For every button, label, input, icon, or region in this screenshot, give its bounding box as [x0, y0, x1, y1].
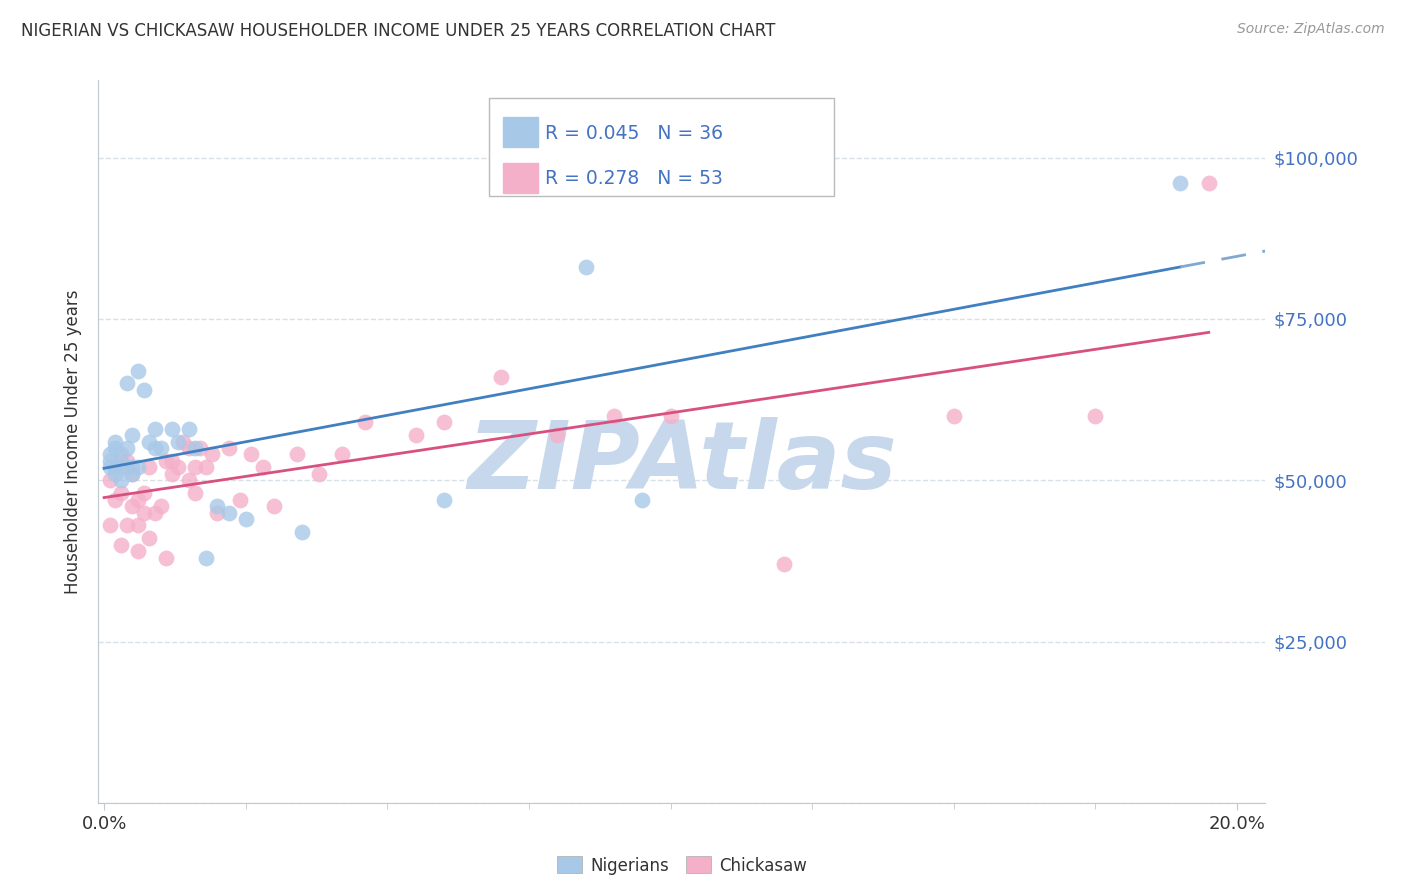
Point [166, 434, 188, 449]
Point [104, 467, 127, 481]
Point [127, 492, 149, 507]
Point [138, 460, 160, 475]
Point [489, 370, 512, 384]
Point [195, 460, 218, 475]
Point [285, 447, 308, 461]
Point [942, 409, 965, 423]
Point [98, 454, 121, 468]
Point [115, 454, 138, 468]
Point [218, 506, 240, 520]
Point [1198, 177, 1220, 191]
Text: R = 0.278   N = 53: R = 0.278 N = 53 [546, 169, 723, 188]
Point [603, 409, 626, 423]
Point [183, 441, 205, 455]
Point [659, 409, 682, 423]
Point [110, 454, 132, 468]
Point [160, 422, 183, 436]
Point [110, 538, 132, 552]
Point [110, 460, 132, 475]
Point [177, 473, 200, 487]
FancyBboxPatch shape [489, 98, 834, 196]
Point [631, 492, 654, 507]
Point [155, 550, 177, 565]
Point [104, 460, 127, 475]
Text: NIGERIAN VS CHICKASAW HOUSEHOLDER INCOME UNDER 25 YEARS CORRELATION CHART: NIGERIAN VS CHICKASAW HOUSEHOLDER INCOME… [21, 22, 776, 40]
Point [110, 486, 132, 500]
Point [115, 518, 138, 533]
Point [166, 460, 188, 475]
Text: Source: ZipAtlas.com: Source: ZipAtlas.com [1237, 22, 1385, 37]
Point [143, 506, 166, 520]
Point [98, 447, 121, 461]
Point [143, 422, 166, 436]
Point [110, 473, 132, 487]
Text: R = 0.045   N = 36: R = 0.045 N = 36 [546, 123, 723, 143]
Point [110, 447, 132, 461]
Point [1084, 409, 1107, 423]
Point [183, 460, 205, 475]
Point [575, 260, 598, 275]
Bar [503, 117, 538, 147]
Point [121, 467, 143, 481]
Point [104, 460, 127, 475]
Point [201, 447, 224, 461]
Point [308, 467, 330, 481]
Point [183, 486, 205, 500]
Point [1170, 177, 1192, 191]
Point [405, 428, 427, 442]
Point [177, 441, 200, 455]
Point [433, 492, 456, 507]
Point [143, 441, 166, 455]
Point [132, 486, 155, 500]
Text: ZIPAtlas: ZIPAtlas [467, 417, 897, 509]
Point [172, 434, 194, 449]
Point [104, 492, 127, 507]
Point [207, 506, 229, 520]
Point [98, 518, 121, 533]
Point [330, 447, 353, 461]
Legend: Nigerians, Chickasaw: Nigerians, Chickasaw [550, 850, 814, 881]
Point [160, 454, 183, 468]
Point [252, 460, 274, 475]
Point [121, 499, 143, 513]
Point [127, 460, 149, 475]
Point [160, 467, 183, 481]
Point [132, 506, 155, 520]
Point [235, 512, 257, 526]
Point [240, 447, 263, 461]
Point [773, 557, 796, 571]
Point [132, 383, 155, 397]
Point [115, 376, 138, 391]
Point [546, 428, 568, 442]
Point [138, 434, 160, 449]
Point [104, 434, 127, 449]
Point [229, 492, 252, 507]
Point [98, 460, 121, 475]
Point [121, 460, 143, 475]
Point [195, 550, 218, 565]
Point [115, 460, 138, 475]
Y-axis label: Householder Income Under 25 years: Householder Income Under 25 years [65, 289, 83, 594]
Point [218, 441, 240, 455]
Point [127, 544, 149, 558]
Point [177, 422, 200, 436]
Bar [503, 162, 538, 193]
Point [115, 441, 138, 455]
Point [155, 454, 177, 468]
Point [104, 441, 127, 455]
Point [121, 467, 143, 481]
Point [127, 518, 149, 533]
Point [98, 473, 121, 487]
Point [149, 499, 172, 513]
Point [291, 524, 314, 539]
Point [121, 428, 143, 442]
Point [138, 531, 160, 545]
Point [263, 499, 285, 513]
Point [190, 441, 212, 455]
Point [353, 415, 375, 429]
Point [127, 363, 149, 377]
Point [149, 441, 172, 455]
Point [207, 499, 229, 513]
Point [433, 415, 456, 429]
